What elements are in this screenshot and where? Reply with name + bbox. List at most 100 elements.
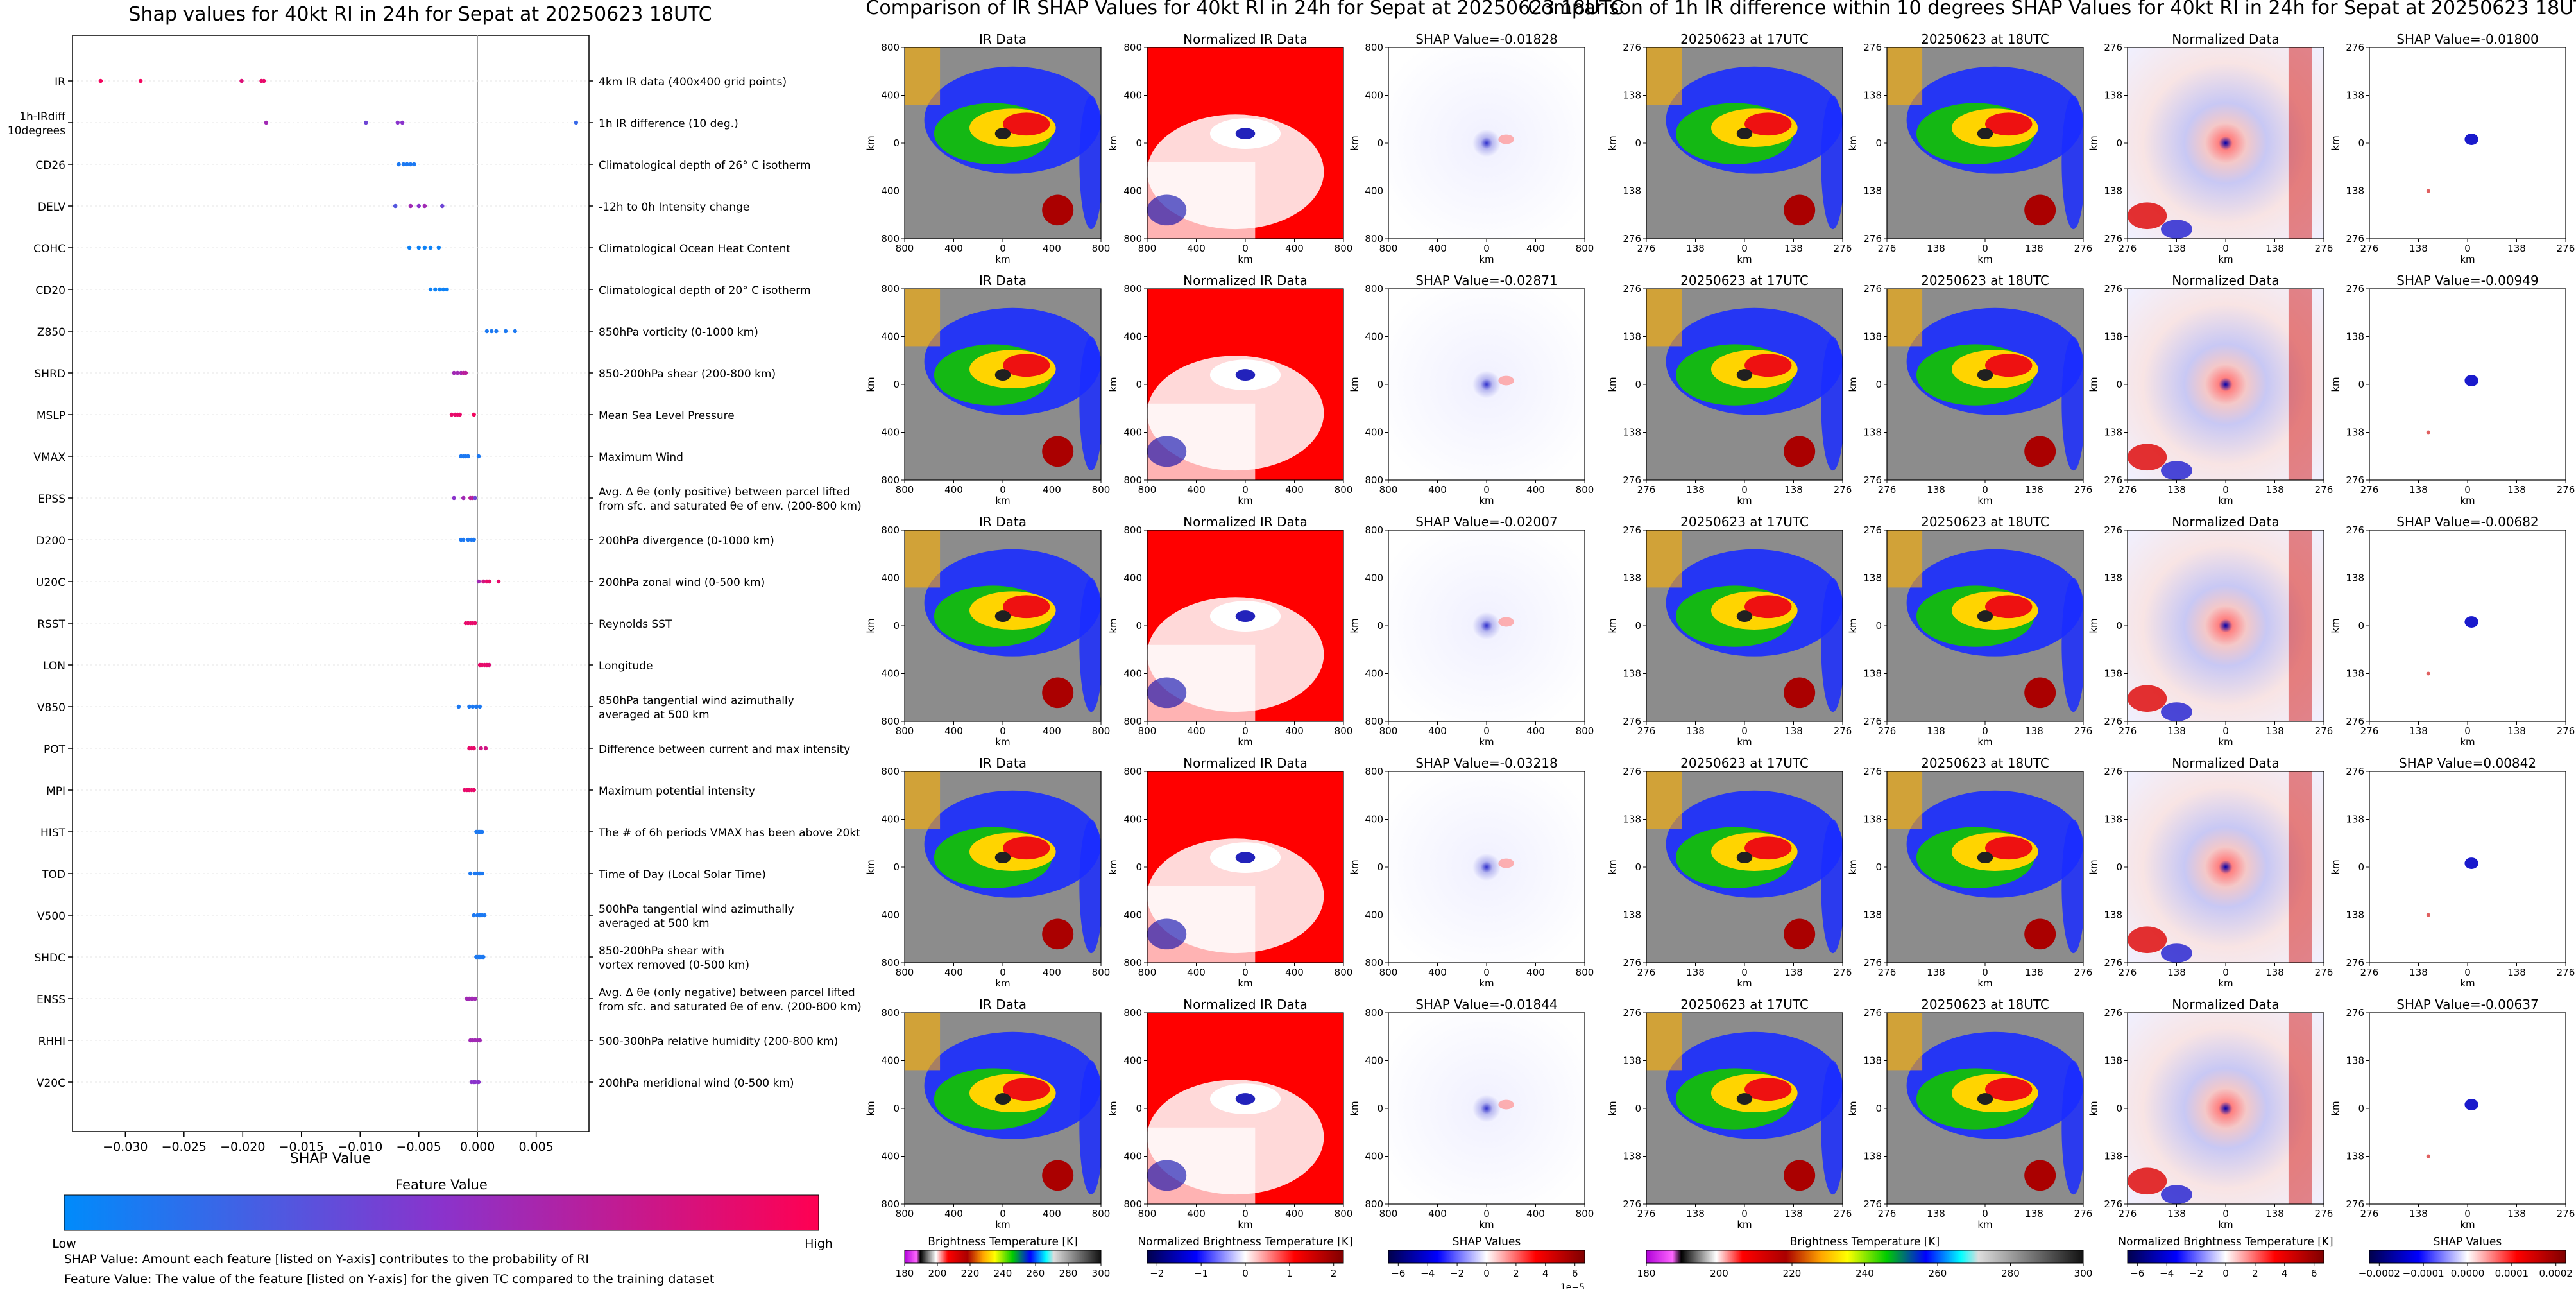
y-tick-label: 138 — [1623, 573, 1641, 584]
x-tick-label: 400 — [1526, 967, 1545, 978]
y-tick-label: 276 — [1623, 524, 1641, 536]
y-tick-label: 0 — [2358, 137, 2364, 149]
image-panel: 20250623 at 17UTC27627613813800138138276… — [1607, 31, 1852, 265]
shap-point — [466, 454, 470, 459]
x-tick-label: 400 — [1187, 1208, 1206, 1219]
x-tick-label: 276 — [2360, 484, 2379, 495]
x-tick-label: 400 — [1187, 484, 1206, 495]
colorbar-tick-label: 300 — [2074, 1268, 2093, 1279]
panel-title: SHAP Value=0.00842 — [2399, 755, 2536, 771]
shap-point — [416, 245, 421, 250]
colorbar-label: Normalized Brightness Temperature [K] — [2118, 1236, 2333, 1248]
y-tick-label: 276 — [1863, 957, 1882, 969]
x-tick-label: 800 — [1092, 484, 1111, 495]
y-tick-label: 400 — [881, 668, 900, 680]
x-tick-label: 400 — [1526, 243, 1545, 254]
y-tick-label: 138 — [2346, 185, 2364, 197]
feature-row: COHC Climatological Ocean Heat Content — [33, 243, 790, 255]
x-tick-label: 0 — [1483, 484, 1490, 495]
colorbar-tick-label: 6 — [1572, 1268, 1578, 1279]
colorbar: Normalized Brightness Temperature [K] −6 −… — [2118, 1236, 2333, 1279]
x-tick-label: −0.010 — [337, 1140, 382, 1154]
y-axis-label: km — [2088, 859, 2099, 874]
x-tick-label: 276 — [2360, 967, 2379, 978]
x-tick-label: 800 — [1138, 484, 1157, 495]
shap-point — [476, 1080, 481, 1085]
shap-summary-plot: Shap values for 40kt RI in 24h for Sepat… — [8, 3, 862, 1286]
image-panel: Normalized IR Data8008004004000040040080… — [1107, 31, 1352, 265]
x-tick-label: 138 — [1784, 967, 1803, 978]
x-axis-label: km — [1238, 254, 1252, 265]
y-axis-label: km — [865, 618, 876, 633]
x-tick-label: 138 — [2025, 484, 2043, 495]
y-axis-label: km — [1349, 135, 1360, 150]
x-tick-label: 276 — [2557, 725, 2575, 737]
x-tick-label: 0 — [1242, 725, 1249, 737]
panel-image — [1388, 1013, 1585, 1204]
feature-row: V850 850hPa tangential wind azimuthally av… — [37, 694, 794, 721]
shap-point — [449, 412, 454, 417]
irdiff-comparison-title: Comparison of 1h IR difference within 10… — [1528, 0, 2576, 19]
y-tick-label: 0 — [1635, 620, 1641, 632]
y-tick-label: 276 — [2104, 233, 2122, 245]
panel-image — [1147, 289, 1343, 480]
feature-row: D200 200hPa divergence (0-1000 km) — [36, 535, 774, 547]
panel-title: SHAP Value=-0.03218 — [1415, 755, 1557, 771]
feature-description: 850hPa tangential wind azimuthally averag… — [599, 694, 794, 721]
x-tick-label: 800 — [1576, 1208, 1594, 1219]
feature-value-colorbar-title: Feature Value — [395, 1177, 488, 1193]
feature-row: ENSS Avg. Δ θe (only negative) between pa… — [37, 986, 862, 1013]
feature-row: DELV -12h to 0h Intensity change — [38, 201, 749, 214]
colorbar-tick-label: 280 — [2001, 1268, 2020, 1279]
y-axis-label: km — [865, 1101, 876, 1115]
panel-title: SHAP Value=-0.01844 — [1415, 997, 1557, 1012]
colorbar-tick-label: 200 — [1710, 1268, 1728, 1279]
colorbar-tick-label: 1 — [1286, 1268, 1293, 1279]
y-tick-label: 0 — [2358, 620, 2364, 632]
feature-row: SHDC 850-200hPa shear with vortex removed … — [34, 945, 749, 972]
panel-image — [905, 771, 1101, 963]
x-tick-label: 400 — [944, 243, 963, 254]
feature-row: V20C 200hPa meridional wind (0-500 km) — [37, 1077, 794, 1090]
colorbar-tick-label: 0 — [1242, 1268, 1249, 1279]
y-tick-label: 0 — [1136, 1103, 1142, 1114]
y-tick-label: 400 — [1123, 668, 1142, 680]
x-tick-label: 138 — [2167, 484, 2186, 495]
feature-row: POT Difference between current and max in… — [44, 743, 850, 756]
y-tick-label: 0 — [2116, 861, 2122, 873]
y-axis-label: km — [1847, 377, 1859, 392]
x-tick-label: 276 — [2315, 1208, 2333, 1219]
image-panel: SHAP Value=-0.02871800800400400004004008… — [1349, 273, 1594, 506]
y-tick-label: 800 — [1123, 766, 1142, 777]
panel-image — [1887, 47, 2083, 239]
colorbar-label: SHAP Values — [1453, 1236, 1521, 1248]
panel-title: 20250623 at 17UTC — [1680, 755, 1809, 771]
shap-point — [364, 120, 368, 125]
shap-point — [466, 537, 470, 542]
shap-point — [481, 579, 486, 584]
feature-description: Longitude — [599, 660, 653, 673]
x-axis-label: km — [1479, 736, 1494, 748]
y-tick-label: 400 — [1123, 90, 1142, 101]
x-tick-label: 138 — [1784, 725, 1803, 737]
y-tick-label: 138 — [1863, 185, 1882, 197]
feature-name: V20C — [37, 1077, 65, 1090]
y-tick-label: 0 — [1377, 620, 1383, 632]
y-tick-label: 138 — [2104, 185, 2122, 197]
x-tick-label: 400 — [1526, 484, 1545, 495]
feature-name: SHDC — [34, 952, 65, 965]
x-tick-label: 800 — [1335, 484, 1353, 495]
image-panel: SHAP Value=-0.00682276276138138001381382… — [2330, 514, 2575, 748]
colorbar-tick-label: 0.0002 — [2539, 1268, 2573, 1279]
y-tick-label: 138 — [2346, 90, 2364, 101]
x-tick-label: 138 — [2167, 725, 2186, 737]
feature-description: 200hPa zonal wind (0-500 km) — [599, 576, 765, 589]
y-tick-label: 400 — [881, 573, 900, 584]
x-tick-label: 0 — [2222, 1208, 2229, 1219]
y-tick-label: 0 — [2116, 620, 2122, 632]
colorbar-tick-label: 2 — [2252, 1268, 2258, 1279]
shap-point — [422, 203, 427, 209]
x-tick-label: 0 — [1242, 243, 1249, 254]
